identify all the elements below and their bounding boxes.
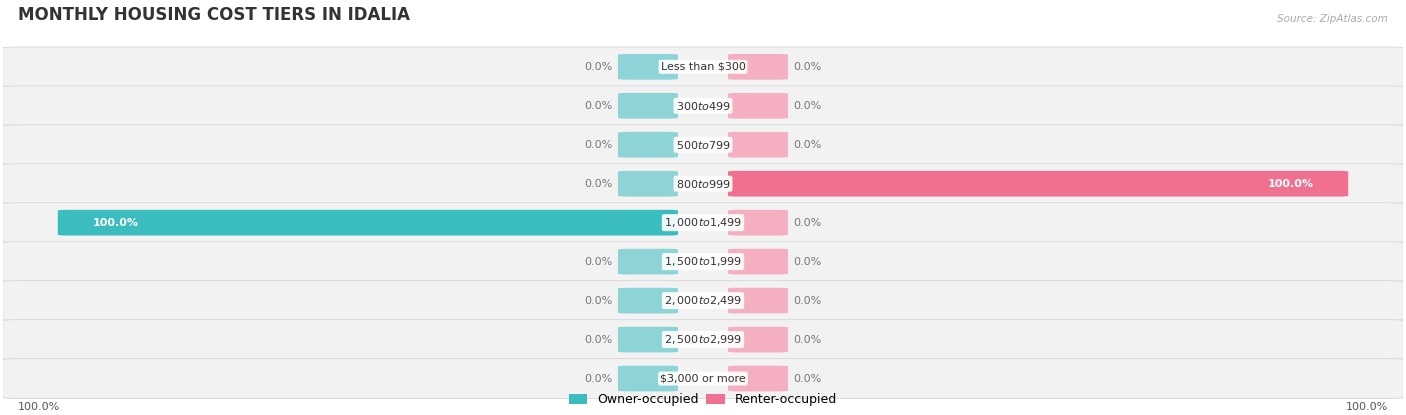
Text: 0.0%: 0.0% — [793, 62, 821, 72]
Text: 0.0%: 0.0% — [793, 374, 821, 383]
Text: 0.0%: 0.0% — [585, 62, 613, 72]
Text: $3,000 or more: $3,000 or more — [661, 374, 745, 383]
FancyBboxPatch shape — [619, 249, 678, 274]
FancyBboxPatch shape — [728, 327, 787, 352]
FancyBboxPatch shape — [3, 203, 1403, 242]
Text: $500 to $799: $500 to $799 — [675, 139, 731, 151]
FancyBboxPatch shape — [619, 93, 678, 119]
FancyBboxPatch shape — [728, 288, 787, 313]
FancyBboxPatch shape — [728, 171, 1348, 197]
FancyBboxPatch shape — [619, 327, 678, 352]
Text: 0.0%: 0.0% — [585, 374, 613, 383]
FancyBboxPatch shape — [3, 281, 1403, 320]
Text: 0.0%: 0.0% — [585, 334, 613, 344]
Text: MONTHLY HOUSING COST TIERS IN IDALIA: MONTHLY HOUSING COST TIERS IN IDALIA — [18, 6, 409, 24]
Text: 100.0%: 100.0% — [1267, 179, 1313, 189]
Text: $300 to $499: $300 to $499 — [675, 100, 731, 112]
Text: Less than $300: Less than $300 — [661, 62, 745, 72]
FancyBboxPatch shape — [619, 288, 678, 313]
FancyBboxPatch shape — [728, 54, 787, 80]
Text: 0.0%: 0.0% — [585, 101, 613, 111]
FancyBboxPatch shape — [3, 86, 1403, 126]
FancyBboxPatch shape — [3, 47, 1403, 87]
FancyBboxPatch shape — [3, 125, 1403, 165]
Text: 0.0%: 0.0% — [793, 140, 821, 150]
FancyBboxPatch shape — [3, 320, 1403, 359]
FancyBboxPatch shape — [58, 210, 678, 236]
FancyBboxPatch shape — [619, 54, 678, 80]
Text: 100.0%: 100.0% — [18, 402, 60, 412]
Text: $1,500 to $1,999: $1,500 to $1,999 — [664, 255, 742, 268]
Text: 100.0%: 100.0% — [93, 218, 139, 228]
Text: $1,000 to $1,499: $1,000 to $1,499 — [664, 216, 742, 229]
FancyBboxPatch shape — [3, 164, 1403, 204]
FancyBboxPatch shape — [728, 93, 787, 119]
FancyBboxPatch shape — [728, 366, 787, 391]
Text: 100.0%: 100.0% — [1346, 402, 1388, 412]
Text: 0.0%: 0.0% — [585, 256, 613, 267]
FancyBboxPatch shape — [619, 366, 678, 391]
Text: Source: ZipAtlas.com: Source: ZipAtlas.com — [1278, 14, 1388, 24]
Text: $2,500 to $2,999: $2,500 to $2,999 — [664, 333, 742, 346]
Text: $800 to $999: $800 to $999 — [675, 178, 731, 190]
FancyBboxPatch shape — [728, 132, 787, 158]
Text: 0.0%: 0.0% — [585, 179, 613, 189]
FancyBboxPatch shape — [728, 210, 787, 236]
Text: $2,000 to $2,499: $2,000 to $2,499 — [664, 294, 742, 307]
Text: 0.0%: 0.0% — [793, 256, 821, 267]
Text: 0.0%: 0.0% — [793, 295, 821, 305]
Text: 0.0%: 0.0% — [585, 140, 613, 150]
Text: 0.0%: 0.0% — [793, 101, 821, 111]
FancyBboxPatch shape — [3, 359, 1403, 398]
Legend: Owner-occupied, Renter-occupied: Owner-occupied, Renter-occupied — [564, 388, 842, 412]
FancyBboxPatch shape — [3, 242, 1403, 281]
FancyBboxPatch shape — [728, 249, 787, 274]
Text: 0.0%: 0.0% — [793, 334, 821, 344]
FancyBboxPatch shape — [619, 171, 678, 197]
Text: 0.0%: 0.0% — [585, 295, 613, 305]
FancyBboxPatch shape — [619, 132, 678, 158]
Text: 0.0%: 0.0% — [793, 218, 821, 228]
